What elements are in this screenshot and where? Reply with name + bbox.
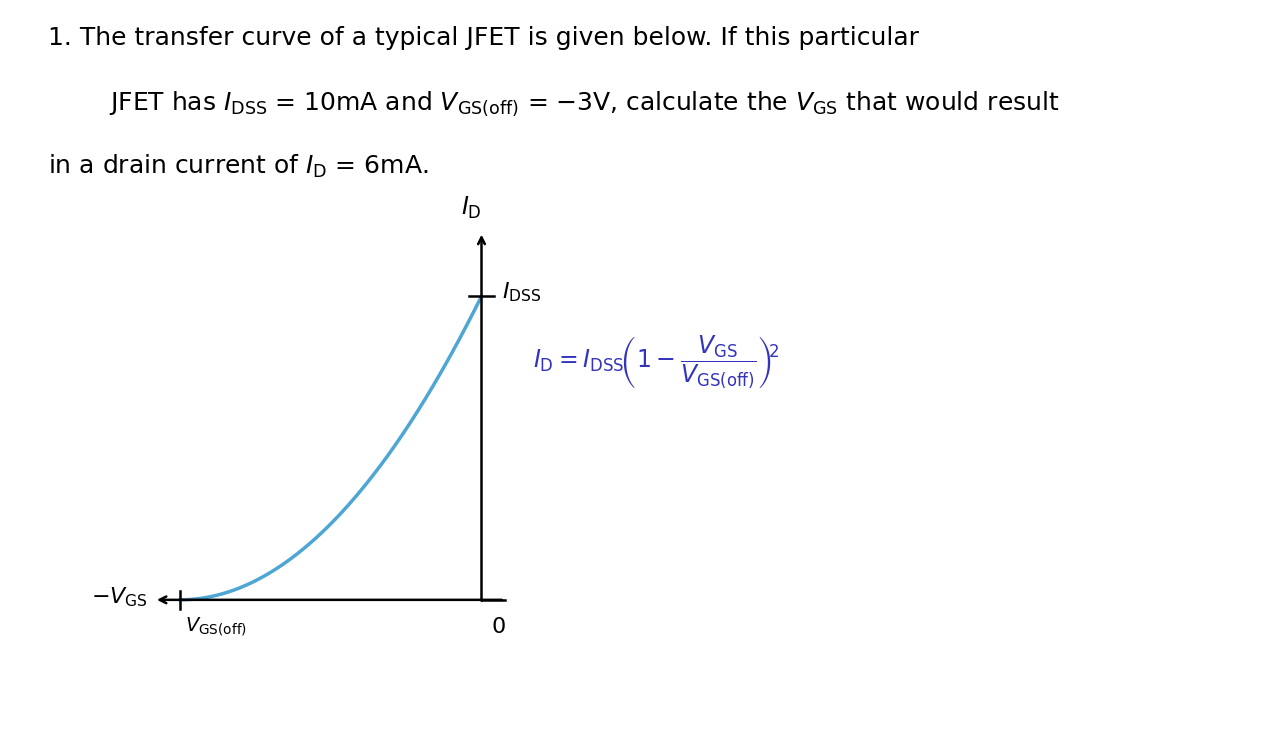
Text: $I_{\rm DSS}$: $I_{\rm DSS}$ <box>502 280 542 305</box>
Text: $I_{\rm D}$: $I_{\rm D}$ <box>461 194 482 221</box>
Text: JFET has $I_{\rm DSS}$ = 10mA and $V_{\rm GS(off)}$ = $-$3V, calculate the $V_{\: JFET has $I_{\rm DSS}$ = 10mA and $V_{\r… <box>109 90 1059 118</box>
Text: $I_{\rm D} = I_{\rm DSS}\!\left(1 - \dfrac{V_{\rm GS}}{V_{\rm GS(off)}}\right)^{: $I_{\rm D} = I_{\rm DSS}\!\left(1 - \dfr… <box>533 334 779 391</box>
Text: in a drain current of $I_{\rm D}$ = 6mA.: in a drain current of $I_{\rm D}$ = 6mA. <box>48 152 428 180</box>
Text: $V_{\rm GS(off)}$: $V_{\rm GS(off)}$ <box>185 616 247 638</box>
Text: $-V_{\rm GS}$: $-V_{\rm GS}$ <box>91 586 148 609</box>
Text: 1. The transfer curve of a typical JFET is given below. If this particular: 1. The transfer curve of a typical JFET … <box>48 26 918 50</box>
Text: $0$: $0$ <box>490 616 506 638</box>
